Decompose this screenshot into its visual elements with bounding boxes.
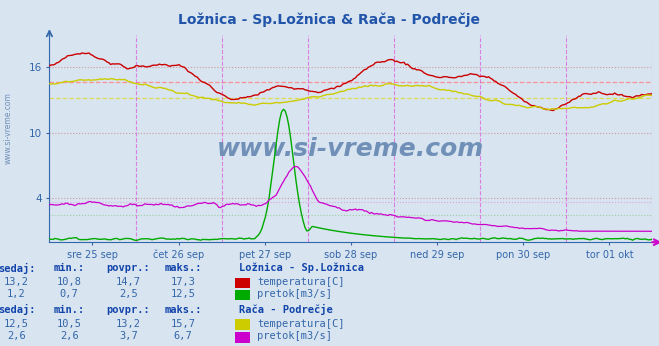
Text: Ložnica - Sp.Ložnica & Rača - Podrečje: Ložnica - Sp.Ložnica & Rača - Podrečje: [179, 12, 480, 27]
Text: 2,6: 2,6: [7, 331, 26, 341]
Text: Ložnica - Sp.Ložnica: Ložnica - Sp.Ložnica: [239, 263, 364, 273]
Text: www.si-vreme.com: www.si-vreme.com: [4, 92, 13, 164]
Text: min.:: min.:: [53, 305, 85, 315]
Text: min.:: min.:: [53, 263, 85, 273]
Text: 13,2: 13,2: [116, 319, 141, 328]
Text: maks.:: maks.:: [165, 263, 202, 273]
Text: 13,2: 13,2: [4, 277, 29, 287]
Text: 12,5: 12,5: [4, 319, 29, 328]
Text: 15,7: 15,7: [171, 319, 196, 328]
Text: 0,7: 0,7: [60, 289, 78, 299]
Text: 6,7: 6,7: [174, 331, 192, 341]
Text: temperatura[C]: temperatura[C]: [257, 319, 345, 328]
Text: pretok[m3/s]: pretok[m3/s]: [257, 331, 332, 341]
Text: pretok[m3/s]: pretok[m3/s]: [257, 289, 332, 299]
Text: 10,5: 10,5: [57, 319, 82, 328]
Text: povpr.:: povpr.:: [107, 305, 150, 315]
Text: maks.:: maks.:: [165, 305, 202, 315]
Text: www.si-vreme.com: www.si-vreme.com: [217, 137, 484, 161]
Text: sedaj:: sedaj:: [0, 304, 35, 315]
Text: 10,8: 10,8: [57, 277, 82, 287]
Text: 2,6: 2,6: [60, 331, 78, 341]
Text: 14,7: 14,7: [116, 277, 141, 287]
Text: sedaj:: sedaj:: [0, 263, 35, 274]
Text: 12,5: 12,5: [171, 289, 196, 299]
Text: Rača - Podrečje: Rača - Podrečje: [239, 304, 332, 315]
Text: 1,2: 1,2: [7, 289, 26, 299]
Text: temperatura[C]: temperatura[C]: [257, 277, 345, 287]
Text: 2,5: 2,5: [119, 289, 138, 299]
Text: 17,3: 17,3: [171, 277, 196, 287]
Text: 3,7: 3,7: [119, 331, 138, 341]
Text: povpr.:: povpr.:: [107, 263, 150, 273]
